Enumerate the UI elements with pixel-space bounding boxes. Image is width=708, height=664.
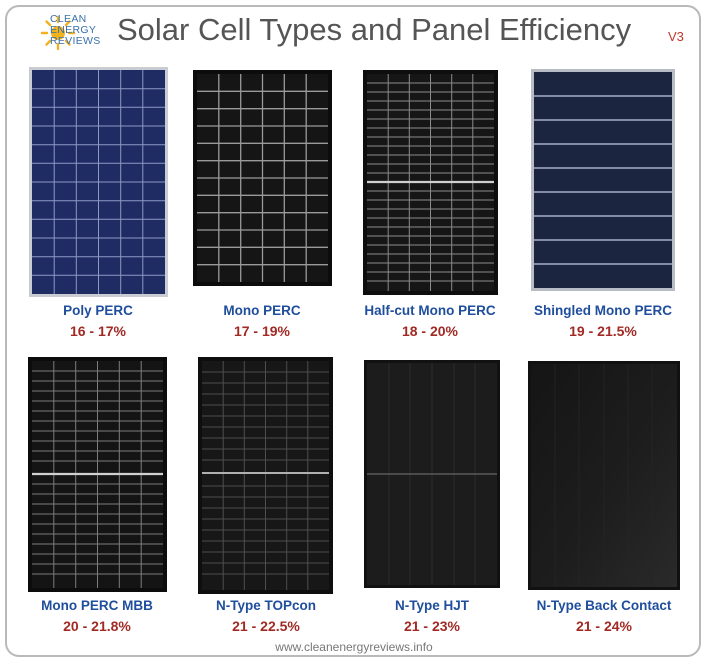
panel-efficiency: 20 - 21.8%: [63, 618, 131, 634]
solar-panel-icon: [193, 70, 332, 286]
page-title: Solar Cell Types and Panel Efficiency: [117, 12, 632, 47]
panel-name: Mono PERC MBB: [41, 598, 153, 613]
panel-image-mono-perc-mbb: [28, 357, 167, 592]
panel-efficiency: 19 - 21.5%: [569, 323, 637, 339]
panel-name: N-Type Back Contact: [536, 598, 672, 613]
panel-image-n-type-back-contact: [528, 361, 680, 590]
logo-text: CLEAN ENERGY REVIEWS: [50, 14, 101, 47]
solar-panel-icon: [531, 69, 675, 291]
panel-image-half-cut-mono-perc: [363, 70, 498, 295]
panel-efficiency: 21 - 24%: [575, 618, 633, 634]
panel-image-shingled-mono-perc: [531, 69, 675, 291]
panel-efficiency: 18 - 20%: [401, 323, 459, 339]
logo-line-2: ENERGY: [50, 24, 97, 36]
panel-efficiency: 21 - 22.5%: [232, 618, 300, 634]
footer-url: www.cleanenergyreviews.info: [275, 640, 433, 654]
panel-name: N-Type TOPcon: [215, 598, 316, 613]
solar-panel-icon: [28, 357, 167, 592]
panel-name: Mono PERC: [223, 303, 301, 318]
solar-panel-icon: [198, 357, 333, 594]
solar-panel-icon: [363, 70, 498, 295]
sun-icon: [40, 15, 76, 51]
panel-image-n-type-hjt: [364, 360, 500, 588]
panel-name: Half-cut Mono PERC: [364, 303, 496, 318]
version-label: V3: [668, 29, 684, 44]
panel-name: Shingled Mono PERC: [534, 303, 672, 318]
panel-image-poly-perc: [29, 67, 168, 297]
logo-line-3: REVIEWS: [50, 35, 101, 47]
panel-image-n-type-topcon: [198, 357, 333, 594]
panel-efficiency: 16 - 17%: [69, 323, 127, 339]
solar-panel-icon: [528, 361, 680, 590]
panel-name: Poly PERC: [63, 303, 133, 318]
panel-efficiency: 21 - 23%: [403, 618, 461, 634]
panel-name: N-Type HJT: [394, 598, 469, 613]
solar-panel-icon: [364, 360, 500, 588]
panel-image-mono-perc: [193, 70, 332, 286]
logo-line-1: CLEAN: [50, 13, 87, 25]
solar-panel-icon: [29, 67, 168, 297]
panel-efficiency: 17 - 19%: [233, 323, 291, 339]
